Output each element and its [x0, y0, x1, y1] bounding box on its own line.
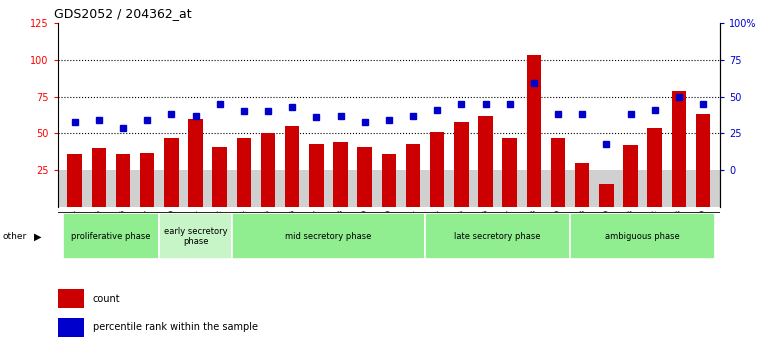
Text: late secretory phase: late secretory phase [454, 232, 541, 241]
Bar [357, 147, 372, 207]
Bar [68, 154, 82, 207]
Bar [599, 183, 614, 207]
Text: other: other [3, 232, 27, 241]
Bar [696, 114, 710, 207]
FancyBboxPatch shape [570, 213, 715, 259]
FancyBboxPatch shape [62, 213, 159, 259]
Bar [116, 154, 130, 207]
Bar [527, 56, 541, 207]
Bar [140, 153, 155, 207]
Text: early secretory
phase: early secretory phase [164, 227, 227, 246]
Text: proliferative phase: proliferative phase [71, 232, 151, 241]
Bar [382, 154, 396, 207]
Bar [164, 138, 179, 207]
Bar [623, 145, 638, 207]
Bar [236, 138, 251, 207]
Text: ▶: ▶ [34, 231, 42, 241]
Bar [188, 119, 203, 207]
Bar [333, 142, 348, 207]
Bar [551, 138, 565, 207]
Bar [575, 163, 590, 207]
Text: percentile rank within the sample: percentile rank within the sample [93, 322, 258, 332]
Bar [92, 148, 106, 207]
Bar [478, 116, 493, 207]
Text: mid secretory phase: mid secretory phase [285, 232, 372, 241]
FancyBboxPatch shape [159, 213, 232, 259]
Bar [454, 122, 469, 207]
Bar [58, 289, 84, 308]
Bar [213, 147, 227, 207]
Bar [430, 132, 444, 207]
Bar [309, 144, 323, 207]
Bar [648, 127, 662, 207]
Bar [261, 133, 275, 207]
Text: count: count [93, 294, 120, 304]
Text: ambiguous phase: ambiguous phase [605, 232, 680, 241]
FancyBboxPatch shape [425, 213, 570, 259]
Bar [671, 91, 686, 207]
Text: GDS2052 / 204362_at: GDS2052 / 204362_at [55, 7, 192, 21]
Bar [503, 138, 517, 207]
Bar [285, 126, 300, 207]
Bar [58, 8, 720, 170]
Bar [58, 318, 84, 337]
FancyBboxPatch shape [232, 213, 425, 259]
Bar [406, 144, 420, 207]
